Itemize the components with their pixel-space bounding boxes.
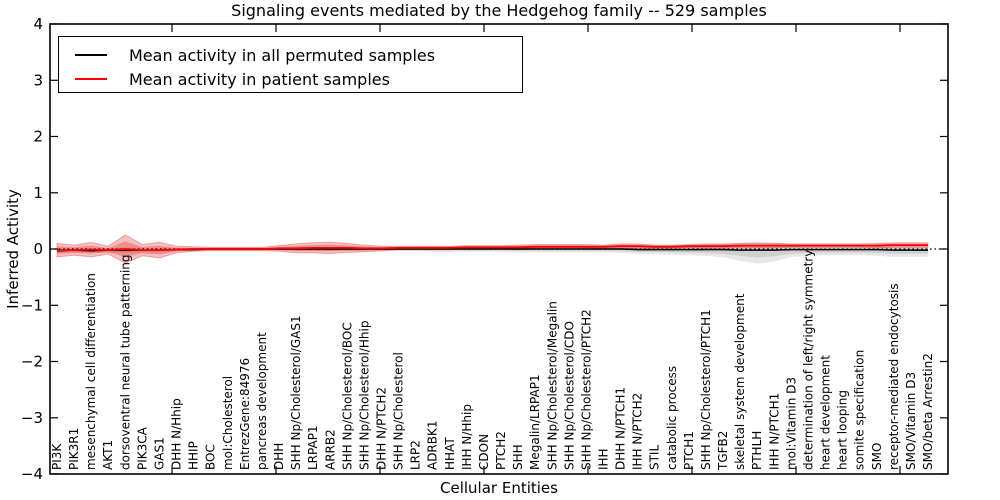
x-axis-ticks: [171, 24, 901, 474]
x-tick-label: SMO: [870, 443, 884, 470]
y-tick-label: −4: [21, 465, 43, 483]
legend-box: Mean activity in all permuted samples Me…: [58, 36, 523, 93]
y-tick-label: −2: [21, 353, 43, 371]
x-tick-label: IHH N/PTCH2: [631, 393, 645, 470]
x-tick-label: ADRBK1: [426, 420, 440, 470]
x-tick-label: mesenchymal cell differentiation: [84, 273, 98, 470]
x-tick-label: HHIP: [187, 441, 201, 470]
y-tick-label: −3: [21, 409, 43, 427]
x-tick-label: PTCH1: [682, 431, 696, 470]
y-tick-label: 3: [33, 71, 43, 89]
x-tick-label: determination of left/right symmetry: [802, 250, 816, 470]
legend-entry-permuted: Mean activity in all permuted samples: [75, 43, 522, 67]
x-tick-label: AKT1: [101, 440, 115, 470]
x-tick-label: SHH Np/Cholesterol/PTCH2: [579, 309, 593, 470]
x-tick-label: HHAT: [443, 437, 457, 470]
patient-line-sample: [75, 78, 107, 80]
legend-entry-patient: Mean activity in patient samples: [75, 67, 522, 91]
x-tick-label: SHH Np/Cholesterol/Megalin: [545, 301, 559, 470]
x-tick-label: SHH Np/Cholesterol/BOC: [340, 322, 354, 470]
x-tick-label: SMO/Vitamin D3: [904, 372, 918, 470]
x-tick-label: EntrezGene:84976: [238, 358, 252, 470]
legend-label-permuted: Mean activity in all permuted samples: [129, 45, 436, 65]
x-tick-label: SHH Np/Cholesterol: [392, 352, 406, 470]
x-tick-label: PIK3CA: [135, 426, 149, 470]
x-tick-label: Megalin/LRPAP1: [528, 374, 542, 470]
x-tick-label: DHH N/Hhip: [170, 398, 184, 470]
x-tick-label: mol:Vitamin D3: [784, 377, 798, 470]
x-tick-label: PTHLH: [750, 431, 764, 470]
patient-mean-line: [57, 244, 928, 252]
x-tick-label: catabolic process: [665, 366, 679, 470]
x-axis-label: Cellular Entities: [440, 479, 558, 497]
y-tick-label: 1: [33, 184, 43, 202]
x-tick-label: SHH Np/Cholesterol/Hhip: [357, 321, 371, 470]
x-tick-label: IHH: [597, 448, 611, 470]
y-tick-label: 4: [33, 15, 43, 33]
x-tick-label: SHH Np/Cholesterol/PTCH1: [699, 309, 713, 470]
x-tick-label: PI3K: [50, 443, 64, 470]
x-tick-label: receptor-mediated endocytosis: [887, 283, 901, 470]
x-tick-label: SHH Np/Cholesterol/CDO: [562, 321, 576, 470]
y-axis-ticks: 4 3 2 1 0 −1 −2 −3 −4: [21, 15, 948, 483]
x-tick-label: DHH N/PTCH2: [375, 387, 389, 470]
x-tick-label: LRPAP1: [306, 425, 320, 470]
y-tick-label: 2: [33, 128, 43, 146]
x-tick-label: heart development: [819, 355, 833, 470]
y-tick-label: −1: [21, 296, 43, 314]
x-tick-label: PTCH2: [494, 431, 508, 470]
x-tick-label: mol:Cholesterol: [221, 376, 235, 470]
x-tick-label: heart looping: [836, 390, 850, 470]
x-tick-label: IHH N/Hhip: [460, 404, 474, 470]
plot-frame: [49, 23, 949, 475]
x-tick-label: PIK3R1: [67, 428, 81, 470]
x-tick-labels: PI3K PIK3R1 mesenchymal cell differentiati…: [50, 250, 935, 471]
x-tick-label: somite specification: [853, 350, 867, 470]
x-tick-label: DHH: [272, 443, 286, 470]
x-tick-label: LRP2: [409, 440, 423, 470]
x-tick-label: DHH N/PTCH1: [614, 387, 628, 470]
x-tick-label: STIL: [648, 445, 662, 470]
y-tick-label: 0: [33, 240, 43, 258]
x-tick-label: SHH Np/Cholesterol/GAS1: [289, 315, 303, 470]
permuted-line-sample: [75, 54, 107, 56]
x-tick-label: ARRB2: [323, 429, 337, 470]
y-axis-label: Inferred Activity: [4, 189, 22, 309]
x-tick-label: BOC: [204, 444, 218, 470]
x-tick-label: SHH: [511, 444, 525, 470]
x-tick-label: SMO/beta Arrestin2: [921, 353, 935, 470]
x-tick-label: skeletal system development: [733, 293, 747, 470]
x-tick-label: TGFB2: [716, 431, 730, 471]
x-tick-label: CDON: [477, 434, 491, 470]
legend-label-patient: Mean activity in patient samples: [129, 69, 390, 89]
x-tick-label: GAS1: [153, 437, 167, 470]
x-tick-label: pancreas development: [255, 332, 269, 470]
x-tick-label: IHH N/PTCH1: [767, 393, 781, 470]
chart-title: Signaling events mediated by the Hedgeho…: [231, 1, 767, 20]
x-tick-label: dorsoventral neural tube patterning: [118, 254, 132, 470]
